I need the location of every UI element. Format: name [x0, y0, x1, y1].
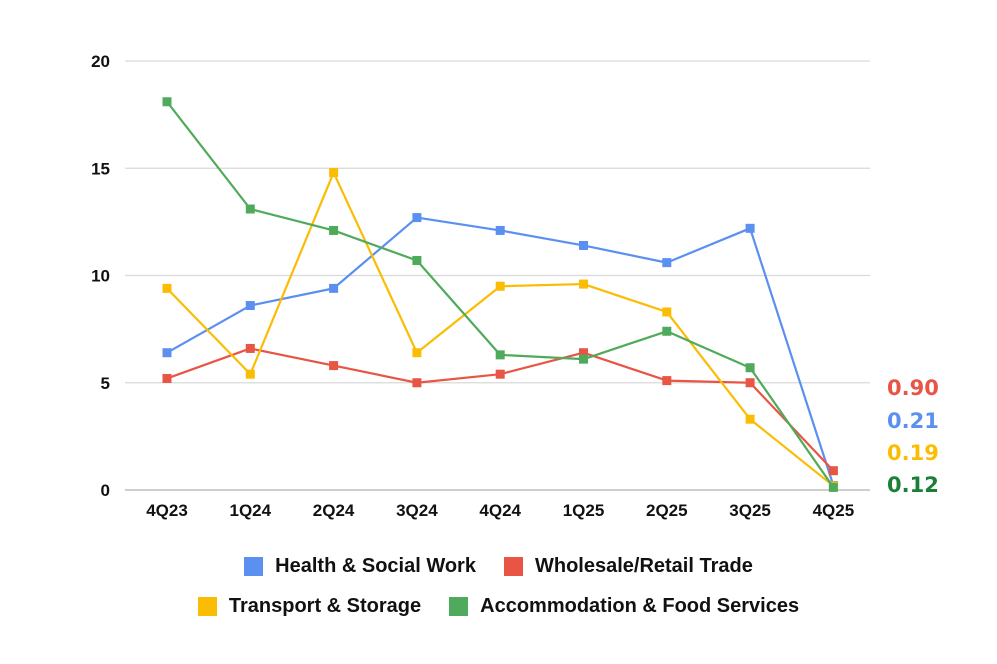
series-lines: [162, 97, 838, 492]
data-point[interactable]: [579, 240, 588, 250]
end-value-label: 0.21: [887, 409, 939, 433]
data-point[interactable]: [662, 258, 672, 268]
legend-item-transport[interactable]: Transport & Storage: [197, 595, 422, 618]
data-point[interactable]: [329, 283, 339, 293]
x-tick-label: 4Q25: [813, 501, 855, 520]
data-point[interactable]: [245, 343, 255, 353]
data-point[interactable]: [495, 281, 505, 291]
data-point[interactable]: [495, 225, 505, 235]
end-value-annotations: 0.90 0.21 0.19 0.12: [887, 376, 939, 497]
data-point[interactable]: [662, 307, 672, 317]
y-tick-label: 10: [91, 267, 110, 286]
legend-item-wholesale[interactable]: Wholesale/Retail Trade: [503, 555, 753, 578]
legend-swatch-wholesale: [503, 557, 523, 576]
series-line: [166, 171, 835, 487]
line-chart: 0 5 10 15 20 4Q23 1Q24 2Q24 3Q24 4Q24 1Q25 2Q25 3Q2…: [91, 52, 939, 520]
series-accommodation-food-services: [162, 97, 838, 492]
data-point[interactable]: [662, 376, 672, 386]
x-tick-label: 4Q23: [146, 501, 188, 520]
y-tick-label: 5: [101, 374, 110, 393]
data-point[interactable]: [579, 354, 588, 364]
legend-row-2: Transport & Storage Accommodation & Food…: [0, 595, 997, 618]
data-point[interactable]: [329, 225, 339, 235]
legend-label-accommodation: Accommodation & Food Services: [480, 595, 800, 617]
data-point[interactable]: [662, 326, 672, 336]
data-point[interactable]: [495, 369, 505, 379]
data-point[interactable]: [329, 361, 339, 371]
legend-row-1: Health & Social Work Wholesale/Retail Tr…: [0, 555, 997, 578]
series-transport-storage: [162, 168, 838, 491]
data-point[interactable]: [245, 204, 255, 214]
legend-label-wholesale: Wholesale/Retail Trade: [534, 555, 753, 577]
x-tick-label: 1Q25: [563, 501, 605, 520]
legend-item-accommodation[interactable]: Accommodation & Food Services: [449, 595, 799, 618]
data-point[interactable]: [579, 348, 588, 358]
series-line: [166, 347, 835, 472]
data-point[interactable]: [245, 301, 255, 311]
data-point[interactable]: [412, 348, 422, 358]
y-tick-label: 20: [91, 52, 110, 71]
end-value-label: 0.12: [887, 473, 939, 497]
end-value-label: 0.90: [887, 376, 939, 400]
data-point[interactable]: [745, 363, 755, 373]
data-point[interactable]: [329, 168, 339, 178]
data-point[interactable]: [745, 378, 755, 388]
data-point[interactable]: [745, 414, 755, 424]
end-value-label: 0.19: [887, 441, 939, 465]
y-tick-label: 0: [101, 481, 110, 500]
data-point[interactable]: [162, 348, 172, 358]
x-tick-label: 3Q25: [729, 501, 771, 520]
y-tick-label: 15: [91, 159, 110, 178]
series-wholesale-retail-trade: [162, 343, 838, 476]
legend-swatch-health: [244, 557, 264, 576]
legend-swatch-accommodation: [449, 597, 469, 616]
x-tick-label: 4Q24: [479, 501, 521, 520]
legend-label-transport: Transport & Storage: [228, 595, 422, 617]
data-point[interactable]: [162, 373, 172, 383]
data-point[interactable]: [162, 283, 172, 293]
x-tick-label: 2Q25: [646, 501, 688, 520]
data-point[interactable]: [412, 378, 422, 388]
data-point[interactable]: [162, 97, 172, 107]
data-point[interactable]: [745, 223, 755, 233]
y-axis-ticks: 0 5 10 15 20: [91, 52, 110, 500]
x-tick-label: 1Q24: [230, 501, 272, 520]
x-tick-label: 3Q24: [396, 501, 438, 520]
legend-label-health: Health & Social Work: [275, 555, 476, 577]
legend-swatch-transport: [197, 597, 217, 616]
gridlines: [125, 60, 870, 491]
data-point[interactable]: [828, 466, 838, 476]
x-tick-label: 2Q24: [313, 501, 355, 520]
legend-item-health[interactable]: Health & Social Work: [244, 555, 476, 578]
series-line: [166, 101, 835, 489]
x-axis-ticks: 4Q23 1Q24 2Q24 3Q24 4Q24 1Q25 2Q25 3Q25 4Q25: [146, 501, 854, 520]
data-point[interactable]: [579, 279, 588, 289]
data-point[interactable]: [412, 255, 422, 265]
data-point[interactable]: [828, 482, 838, 492]
data-point[interactable]: [495, 350, 505, 360]
data-point[interactable]: [412, 213, 422, 223]
data-point[interactable]: [245, 369, 255, 379]
